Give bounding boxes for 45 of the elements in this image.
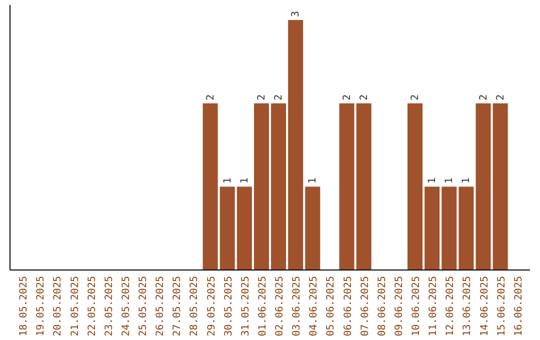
x-tick-label: 22.05.2025 bbox=[86, 276, 98, 336]
data-label: 1 bbox=[222, 178, 234, 184]
x-tick-label: 26.05.2025 bbox=[155, 276, 166, 336]
data-label: 2 bbox=[274, 94, 285, 100]
x-tick-label: 18.05.2025 bbox=[18, 276, 30, 336]
x-tick-label: 05.06.2025 bbox=[326, 276, 337, 336]
data-label: 2 bbox=[478, 94, 490, 100]
x-tick-label: 20.05.2025 bbox=[52, 276, 64, 336]
x-tick-label: 21.05.2025 bbox=[70, 276, 81, 336]
x-tick-label: 24.05.2025 bbox=[120, 276, 132, 336]
x-tick-label: 23.05.2025 bbox=[104, 276, 115, 336]
x-tick-label: 30.05.2025 bbox=[223, 276, 234, 336]
data-label: 1 bbox=[461, 178, 472, 184]
x-tick-label: 02.06.2025 bbox=[274, 276, 286, 336]
x-tick-label: 12.06.2025 bbox=[445, 276, 456, 336]
data-label: 3 bbox=[290, 10, 302, 17]
x-tick-label: 15.06.2025 bbox=[496, 276, 508, 336]
data-label: 2 bbox=[410, 94, 422, 100]
data-label: 1 bbox=[444, 178, 456, 184]
x-tick-label: 06.06.2025 bbox=[342, 276, 354, 336]
x-tick-label: 16.06.2025 bbox=[513, 276, 524, 336]
data-label: 2 bbox=[256, 94, 268, 100]
x-tick-label: 29.05.2025 bbox=[206, 276, 218, 336]
x-tick-label: 08.06.2025 bbox=[376, 276, 388, 336]
x-tick-label: 04.06.2025 bbox=[308, 276, 320, 336]
x-tick-label: 03.06.2025 bbox=[292, 276, 303, 336]
data-label: 1 bbox=[239, 178, 250, 184]
x-tick-label: 01.06.2025 bbox=[257, 276, 268, 336]
data-label: 2 bbox=[342, 94, 353, 100]
data-label: 2 bbox=[358, 94, 370, 100]
x-tick-label: 09.06.2025 bbox=[394, 276, 405, 336]
x-tick-label: 07.06.2025 bbox=[360, 276, 371, 336]
data-label: 2 bbox=[205, 94, 216, 100]
x-tick-label: 19.05.2025 bbox=[36, 276, 47, 336]
x-tick-label: 28.05.2025 bbox=[189, 276, 200, 336]
data-label: 2 bbox=[495, 94, 506, 100]
x-tick-label: 31.05.2025 bbox=[240, 276, 252, 336]
x-tick-label: 14.06.2025 bbox=[479, 276, 490, 336]
x-tick-label: 25.05.2025 bbox=[138, 276, 150, 336]
x-tick-label: 10.06.2025 bbox=[411, 276, 422, 336]
data-label: 1 bbox=[308, 178, 319, 184]
x-tick-label: 11.06.2025 bbox=[428, 276, 440, 336]
x-tick-label: 13.06.2025 bbox=[462, 276, 474, 336]
x-tick-label: 27.05.2025 bbox=[172, 276, 184, 336]
data-label: 1 bbox=[427, 178, 438, 184]
